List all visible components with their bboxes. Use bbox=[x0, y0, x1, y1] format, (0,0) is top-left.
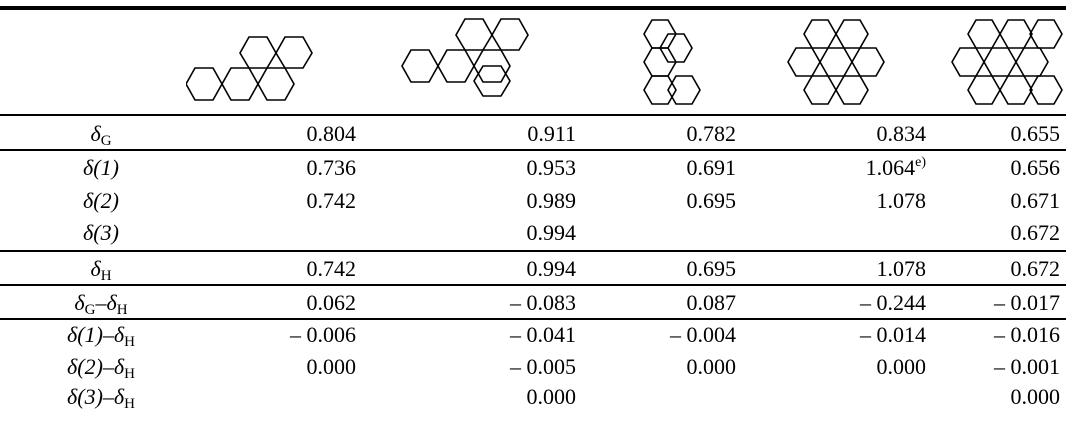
table-cell: 0.655 bbox=[1010, 121, 1061, 146]
row-label: δ(2) bbox=[83, 188, 119, 213]
table-cell: 0.087 bbox=[686, 290, 737, 315]
table-cell: – 0.083 bbox=[510, 290, 576, 315]
fused-hexagon-structure-1-icon bbox=[186, 18, 316, 104]
table-cell: 0.000 bbox=[876, 354, 927, 379]
table-cell: 0.691 bbox=[686, 155, 737, 180]
table-cell: 1.078 bbox=[876, 256, 927, 281]
table-cell: 0.000 bbox=[526, 384, 577, 409]
fused-hexagon-structure-3-icon bbox=[628, 18, 708, 105]
table-cell: 0.671 bbox=[1010, 188, 1061, 213]
table-cell bbox=[736, 380, 926, 414]
table-cell: 0.000 bbox=[1010, 384, 1061, 409]
table-cell: – 0.016 bbox=[994, 322, 1060, 347]
table-cell: 1.078 bbox=[876, 188, 927, 213]
row-delta-3: δ(3) 0.994 0.672 bbox=[0, 216, 1066, 250]
row-label: δ(2)–δH bbox=[67, 354, 135, 382]
table-cell: 0.656 bbox=[1010, 155, 1061, 180]
table-cell: – 0.006 bbox=[290, 322, 356, 347]
table-cell: 0.000 bbox=[306, 354, 357, 379]
header-rule bbox=[0, 114, 1066, 116]
table-cell: 0.742 bbox=[306, 188, 357, 213]
table-cell: 0.834 bbox=[876, 121, 927, 146]
table-cell: 0.695 bbox=[686, 256, 737, 281]
table-cell: 0.989 bbox=[526, 188, 577, 213]
table-cell: 0.804 bbox=[306, 121, 357, 146]
table-cell bbox=[196, 380, 356, 414]
row-delta-1: δ(1) 0.736 0.953 0.691 1.064e) 0.656 bbox=[0, 151, 1066, 185]
table-cell: 0.672 bbox=[1010, 256, 1061, 281]
table-cell: – 0.017 bbox=[994, 290, 1060, 315]
table-cell bbox=[576, 380, 736, 414]
table-cell: – 0.001 bbox=[994, 354, 1060, 379]
table-cell: 0.736 bbox=[306, 155, 357, 180]
data-table: δG 0.804 0.911 0.782 0.834 0.655 δ(1) 0.… bbox=[0, 6, 1066, 414]
row-rule bbox=[0, 284, 1066, 286]
fused-hexagon-structure-2-icon bbox=[398, 18, 548, 104]
row-delta-1-minus-h: δ(1)–δH – 0.006 – 0.041 – 0.004 – 0.014 … bbox=[0, 318, 1066, 352]
table-cell bbox=[576, 216, 736, 250]
top-rule bbox=[0, 6, 1066, 10]
row-rule bbox=[0, 149, 1066, 151]
table-cell: 0.953 bbox=[526, 155, 577, 180]
row-delta-3-minus-h: δ(3)–δH 0.000 0.000 bbox=[0, 380, 1066, 414]
table-cell bbox=[736, 216, 926, 250]
table-cell: – 0.005 bbox=[510, 354, 576, 379]
row-label: δ(3) bbox=[83, 220, 119, 245]
row-label: δG bbox=[90, 121, 112, 149]
row-label: δ(1)–δH bbox=[67, 322, 135, 350]
row-delta-g: δG 0.804 0.911 0.782 0.834 0.655 bbox=[0, 117, 1066, 151]
row-label: δ(1) bbox=[83, 155, 119, 180]
fused-hexagon-structure-4-icon bbox=[784, 18, 904, 105]
table-cell: 0.062 bbox=[306, 290, 357, 315]
table-cell: 0.994 bbox=[526, 220, 577, 245]
table-cell: – 0.041 bbox=[510, 322, 576, 347]
row-delta-2: δ(2) 0.742 0.989 0.695 1.078 0.671 bbox=[0, 184, 1066, 218]
table-cell: 0.782 bbox=[686, 121, 737, 146]
table-cell-with-note: 1.064e) bbox=[865, 155, 926, 180]
table-cell bbox=[196, 216, 356, 250]
row-label: δG–δH bbox=[74, 290, 128, 318]
row-delta-h: δH 0.742 0.994 0.695 1.078 0.672 bbox=[0, 252, 1066, 286]
table-cell: 0.672 bbox=[1010, 220, 1061, 245]
table-cell: 0.911 bbox=[527, 121, 576, 146]
row-rule bbox=[0, 318, 1066, 320]
fused-hexagon-structure-5-icon bbox=[948, 18, 1064, 105]
table-cell: – 0.004 bbox=[670, 322, 736, 347]
table-cell: 0.000 bbox=[686, 354, 737, 379]
table-cell: – 0.244 bbox=[860, 290, 926, 315]
row-label: δ(3)–δH bbox=[67, 384, 135, 412]
row-delta-g-minus-h: δG–δH 0.062 – 0.083 0.087 – 0.244 – 0.01… bbox=[0, 286, 1066, 320]
row-label: δH bbox=[90, 256, 112, 284]
footnote-mark: e) bbox=[915, 155, 926, 170]
table-cell: 0.994 bbox=[526, 256, 577, 281]
row-delta-2-minus-h: δ(2)–δH 0.000 – 0.005 0.000 0.000 – 0.00… bbox=[0, 350, 1066, 384]
table-cell: – 0.014 bbox=[860, 322, 926, 347]
table-cell: 0.695 bbox=[686, 188, 737, 213]
table-cell: 0.742 bbox=[306, 256, 357, 281]
row-rule bbox=[0, 250, 1066, 252]
